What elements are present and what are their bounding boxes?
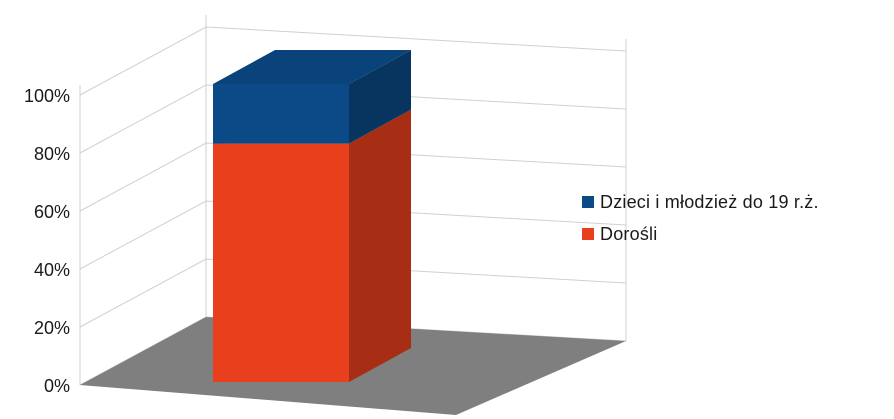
bar-front-youth bbox=[213, 84, 349, 144]
legend-item-youth: Dzieci i młodzież do 19 r.ż. bbox=[582, 186, 819, 218]
legend: Dzieci i młodzież do 19 r.ż. Dorośli bbox=[582, 186, 819, 250]
y-tick-label: 0% bbox=[44, 376, 70, 396]
legend-swatch-adults bbox=[582, 228, 594, 240]
legend-label-adults: Dorośli bbox=[600, 223, 658, 244]
y-tick-label: 40% bbox=[34, 260, 70, 280]
legend-item-adults: Dorośli bbox=[582, 218, 819, 250]
y-tick-label: 100% bbox=[24, 86, 70, 106]
y-tick-label: 20% bbox=[34, 318, 70, 338]
bar-side-youth bbox=[349, 50, 411, 144]
bar-side-adults bbox=[349, 109, 411, 382]
y-axis-ticks: 0% 20% 40% 60% 80% 100% bbox=[24, 86, 70, 396]
legend-swatch-youth bbox=[582, 196, 594, 208]
chart-bars bbox=[213, 50, 411, 382]
y-tick-label: 60% bbox=[34, 202, 70, 222]
bar-top-youth bbox=[213, 50, 411, 84]
y-tick-label: 80% bbox=[34, 144, 70, 164]
bar-front-adults bbox=[213, 143, 349, 382]
legend-label-youth: Dzieci i młodzież do 19 r.ż. bbox=[600, 191, 819, 212]
